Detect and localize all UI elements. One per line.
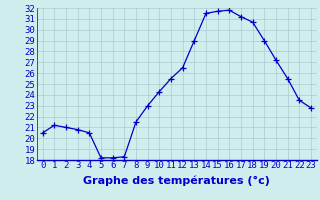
- X-axis label: Graphe des températures (°c): Graphe des températures (°c): [84, 176, 270, 186]
